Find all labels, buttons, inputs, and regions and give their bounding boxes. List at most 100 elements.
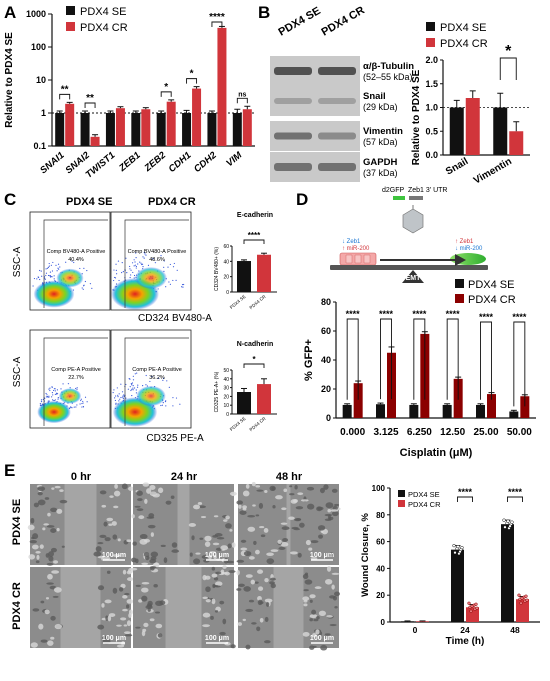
cell — [205, 599, 211, 603]
flow-event — [59, 266, 61, 268]
cell — [28, 554, 36, 560]
flow-event — [145, 374, 147, 377]
cell — [103, 521, 108, 527]
y-tick-label: 30 — [223, 386, 229, 392]
cell — [128, 486, 134, 491]
y-tick-label: 0.0 — [425, 150, 438, 160]
cell — [44, 609, 50, 615]
cell — [124, 631, 131, 635]
flow-event — [119, 398, 121, 400]
flow-density — [58, 388, 82, 404]
cell — [117, 538, 121, 542]
flow-event — [56, 393, 59, 395]
y-axis-label: % GFP+ — [303, 339, 315, 381]
flow-density — [56, 268, 84, 288]
cell — [305, 539, 311, 546]
y-tick-label: 0 — [381, 618, 386, 627]
flow-event — [160, 404, 162, 407]
flow-event — [125, 383, 127, 386]
cell — [299, 522, 305, 528]
gate-label: Comp PE-A Positive — [51, 367, 101, 373]
cell — [328, 552, 335, 557]
category-label: 0.000 — [340, 427, 365, 438]
cell — [160, 544, 166, 547]
flow-event — [115, 269, 117, 271]
significance-bracket — [346, 318, 359, 400]
cell — [272, 505, 276, 509]
cell — [326, 565, 332, 572]
cell — [35, 550, 41, 554]
mini-y-label: CD324 BV480+ (%) — [214, 247, 220, 291]
cell — [43, 523, 50, 526]
flow-event — [172, 405, 174, 407]
legend-cr-e: PDX4 CR — [408, 500, 441, 509]
bar-se — [376, 404, 385, 418]
cell — [264, 598, 273, 603]
right-mir200: ↓ miR-200 — [455, 246, 483, 252]
y-tick-label: 1000 — [26, 9, 46, 19]
flow-event — [40, 400, 43, 403]
cell — [101, 504, 107, 508]
cell — [231, 542, 236, 548]
flow-event — [114, 277, 117, 279]
cell — [220, 545, 229, 551]
cell — [118, 587, 124, 592]
y-tick-label: 20 — [321, 384, 331, 394]
flow-event — [80, 398, 82, 400]
blot-band-se — [274, 132, 312, 140]
significance-label: * — [252, 355, 256, 364]
cell — [201, 555, 208, 559]
flow-event — [169, 283, 171, 285]
category-label: 48 — [510, 625, 520, 635]
flow-col-se: PDX4 SE — [66, 196, 112, 208]
flow-event — [48, 265, 50, 267]
cell — [214, 585, 221, 588]
cell — [50, 615, 56, 621]
wound-gap — [273, 567, 304, 648]
flow-event — [54, 393, 57, 396]
scale-label: 100 μm — [102, 552, 126, 559]
significance-bracket — [413, 318, 426, 400]
flow-event — [130, 269, 132, 271]
significance-label: **** — [508, 487, 523, 497]
cell — [236, 500, 243, 505]
flow-xlabel-top: CD324 BV480-A — [138, 313, 212, 324]
flow-event — [51, 270, 54, 272]
cell — [126, 539, 132, 543]
cell — [56, 527, 60, 532]
cell — [270, 577, 276, 581]
y-tick-label: 0.1 — [33, 141, 46, 151]
cell — [329, 595, 336, 599]
flow-event — [149, 380, 151, 383]
flow-event — [82, 402, 84, 404]
bar-se — [342, 404, 352, 418]
cell — [278, 546, 286, 550]
flow-event — [113, 279, 115, 282]
cell — [302, 596, 310, 601]
significance-bracket — [380, 318, 392, 400]
category-label: 0 — [413, 625, 418, 635]
cell — [311, 609, 317, 615]
cell — [289, 493, 295, 496]
cell — [213, 555, 217, 560]
flow-event — [118, 400, 120, 402]
cell — [309, 594, 316, 599]
cell — [326, 614, 333, 618]
flow-event — [142, 266, 144, 268]
cell — [240, 547, 248, 551]
flow-event — [45, 396, 47, 398]
flow-event — [166, 380, 168, 382]
flow-event — [139, 261, 141, 263]
data-point — [520, 596, 524, 600]
cell — [334, 503, 340, 507]
cell — [36, 554, 40, 560]
flow-event — [132, 389, 134, 391]
cell — [126, 599, 134, 604]
cell — [231, 493, 235, 497]
flow-event — [69, 387, 71, 389]
blot-size: (37 kDa) — [363, 168, 398, 178]
flow-event — [32, 285, 34, 287]
y-tick-label: 50 — [223, 368, 229, 374]
